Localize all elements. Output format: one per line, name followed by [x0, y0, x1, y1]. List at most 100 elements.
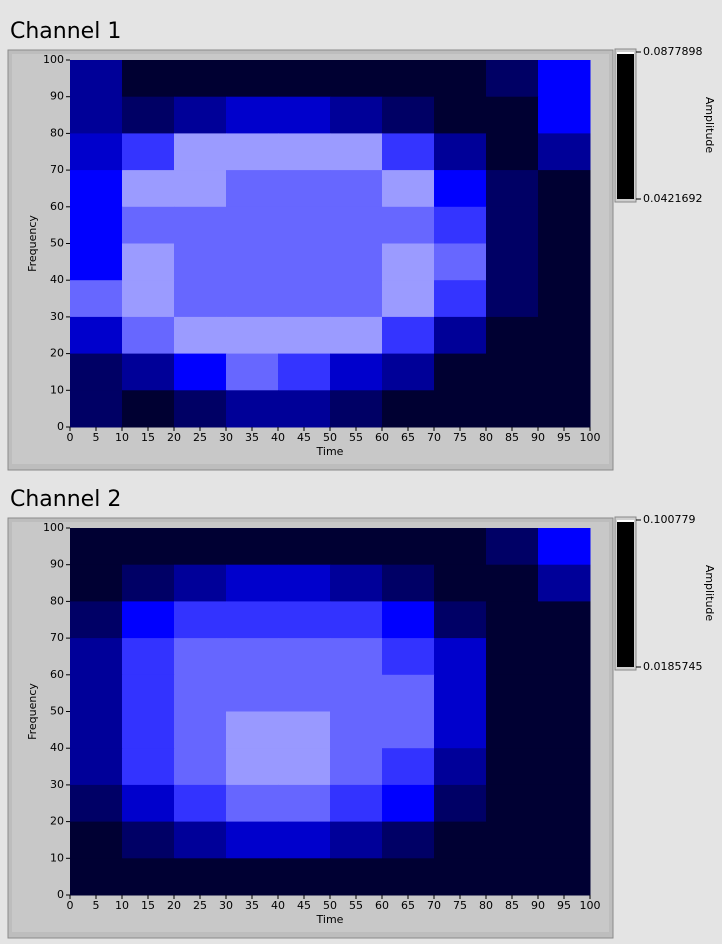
colorbar-top: [617, 52, 634, 54]
x-tick-label: 25: [193, 899, 207, 912]
heat-cell: [278, 60, 331, 98]
heat-cell: [70, 711, 123, 749]
heat-cell: [226, 748, 279, 786]
heat-cell: [226, 858, 279, 896]
heat-cell: [486, 601, 539, 639]
x-tick-label: 60: [375, 899, 389, 912]
heat-cell: [226, 206, 279, 244]
heat-cell: [330, 390, 383, 428]
heat-cell: [278, 316, 331, 355]
heat-cell: [330, 784, 383, 823]
heat-cell: [226, 674, 279, 712]
heat-cell: [70, 316, 123, 355]
heat-cell: [486, 96, 539, 134]
heat-cell: [486, 638, 539, 676]
heat-cell: [382, 674, 435, 712]
heat-cell: [434, 280, 487, 318]
heat-cell: [434, 711, 487, 749]
y-tick-label: 10: [50, 383, 64, 396]
heat-cell: [278, 858, 331, 896]
heat-cell: [486, 316, 539, 355]
heat-cell: [330, 243, 383, 281]
heat-cell: [434, 821, 487, 859]
heat-cell: [122, 206, 175, 244]
heat-cell: [330, 170, 383, 208]
heat-cell: [278, 96, 331, 134]
heat-cell: [434, 674, 487, 712]
heat-cell: [382, 280, 435, 318]
y-tick-label: 40: [50, 741, 64, 754]
heat-cell: [486, 243, 539, 281]
y-tick-label: 70: [50, 163, 64, 176]
x-tick-label: 95: [557, 899, 571, 912]
heat-cell: [278, 674, 331, 712]
heat-cell: [330, 133, 383, 171]
y-tick-label: 20: [50, 815, 64, 828]
y-tick-label: 80: [50, 594, 64, 607]
heat-cell: [174, 390, 227, 428]
colorbar-top: [617, 520, 634, 522]
heat-cell: [538, 206, 591, 244]
heat-cell: [174, 601, 227, 639]
heat-cell: [538, 390, 591, 428]
heat-cell: [382, 133, 435, 171]
x-tick-label: 30: [219, 899, 233, 912]
heat-cell: [434, 390, 487, 428]
x-tick-label: 55: [349, 431, 363, 444]
heat-cell: [278, 821, 331, 859]
x-tick-label: 90: [531, 899, 545, 912]
heat-cell: [434, 784, 487, 823]
heat-cell: [174, 784, 227, 823]
heat-cell: [122, 96, 175, 134]
heat-cell: [278, 638, 331, 676]
heat-cell: [174, 528, 227, 566]
heat-cell: [122, 674, 175, 712]
heat-cell: [434, 638, 487, 676]
y-tick-label: 30: [50, 310, 64, 323]
x-tick-label: 55: [349, 899, 363, 912]
x-tick-label: 45: [297, 431, 311, 444]
x-tick-label: 70: [427, 899, 441, 912]
heat-cell: [434, 564, 487, 602]
heat-cell: [382, 858, 435, 896]
heat-cell: [538, 316, 591, 355]
heat-cell: [70, 206, 123, 244]
heat-cell: [278, 206, 331, 244]
y-tick-label: 40: [50, 273, 64, 286]
heat-cell: [122, 858, 175, 896]
x-tick-label: 35: [245, 899, 259, 912]
heat-cell: [122, 60, 175, 98]
y-tick-label: 0: [57, 420, 64, 433]
heat-cell: [226, 96, 279, 134]
x-tick-label: 90: [531, 431, 545, 444]
heat-cell: [330, 280, 383, 318]
x-tick-label: 45: [297, 899, 311, 912]
heat-cell: [278, 170, 331, 208]
y-tick-label: 30: [50, 778, 64, 791]
heat-cell: [382, 601, 435, 639]
heat-cell: [70, 280, 123, 318]
x-tick-label: 50: [323, 431, 337, 444]
x-tick-label: 15: [141, 899, 155, 912]
heat-cell: [382, 353, 435, 391]
heat-cell: [330, 60, 383, 98]
heat-cell: [70, 390, 123, 428]
heat-cell: [538, 170, 591, 208]
heat-cell: [330, 638, 383, 676]
x-tick-label: 30: [219, 431, 233, 444]
heat-cell: [70, 821, 123, 859]
heat-cell: [382, 60, 435, 98]
x-tick-label: 20: [167, 899, 181, 912]
heat-cell: [70, 601, 123, 639]
x-tick-label: 75: [453, 899, 467, 912]
heat-cell: [434, 133, 487, 171]
heat-cell: [226, 821, 279, 859]
heat-cell: [226, 784, 279, 823]
heat-cell: [486, 133, 539, 171]
heat-cell: [486, 353, 539, 391]
heat-cell: [278, 353, 331, 391]
y-tick-label: 10: [50, 851, 64, 864]
heat-cell: [70, 528, 123, 566]
heat-cell: [122, 316, 175, 355]
heat-cell: [122, 528, 175, 566]
